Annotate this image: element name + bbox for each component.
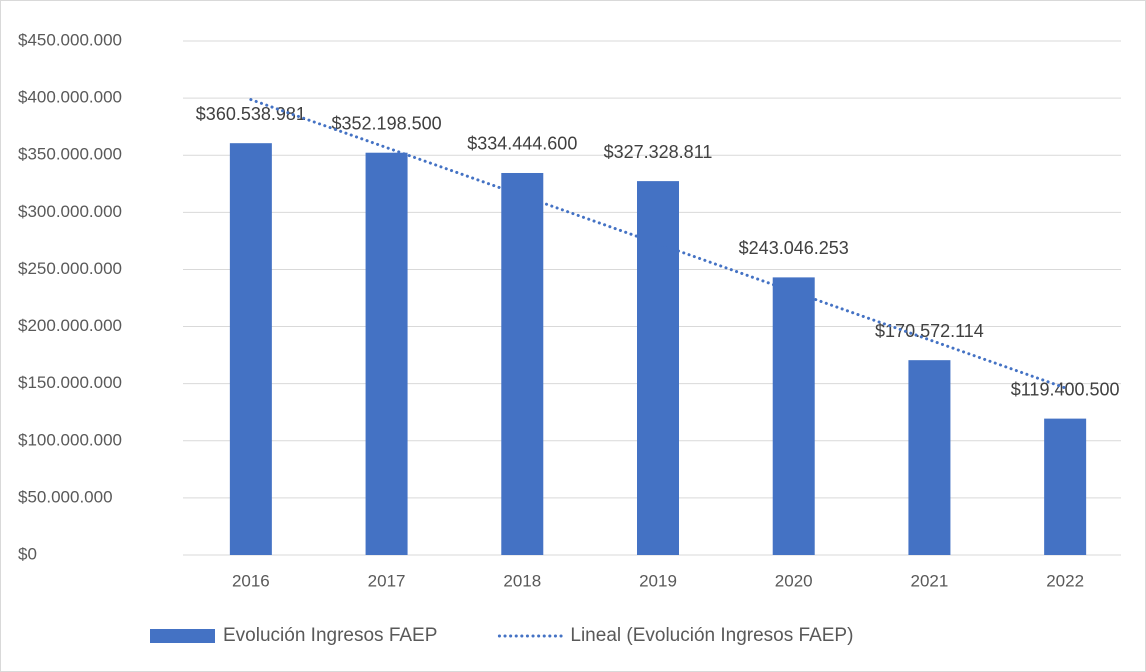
x-tick-label: 2018 [503,571,541,590]
data-label: $360.538.981 [196,104,306,124]
bar [229,143,272,555]
y-tick-label: $0 [18,544,37,563]
x-tick-label: 2022 [1046,571,1084,590]
bar [637,181,679,556]
data-label: $243.046.253 [739,238,849,258]
x-tick-label: 2021 [911,571,949,590]
y-tick-label: $100.000.000 [18,430,122,449]
y-tick-label: $150.000.000 [18,373,122,392]
legend-swatch [150,629,215,643]
y-tick-label: $450.000.000 [18,30,122,49]
bar [908,360,951,555]
legend-label: Lineal (Evolución Ingresos FAEP) [570,625,853,646]
data-label: $119.400.500 [1011,379,1120,399]
data-label: $334.444.600 [467,134,577,154]
y-tick-label: $400.000.000 [18,88,122,107]
data-label: $352.198.500 [332,113,442,133]
y-tick-label: $200.000.000 [18,316,122,335]
bar [501,172,544,556]
y-tick-label: $250.000.000 [18,259,122,278]
data-label: $170.572.114 [875,321,984,341]
x-tick-label: 2016 [232,571,270,590]
x-tick-label: 2019 [639,571,677,590]
bar [365,152,408,555]
x-tick-label: 2020 [775,571,813,590]
y-tick-label: $300.000.000 [18,202,122,221]
x-tick-label: 2017 [368,571,406,590]
bar [772,277,815,555]
bar [1044,418,1087,555]
y-tick-label: $350.000.000 [18,145,122,164]
legend-label: Evolución Ingresos FAEP [223,625,437,646]
data-label: $327.328.811 [604,142,713,162]
trend-line [249,98,1067,390]
y-tick-label: $50.000.000 [18,487,113,506]
